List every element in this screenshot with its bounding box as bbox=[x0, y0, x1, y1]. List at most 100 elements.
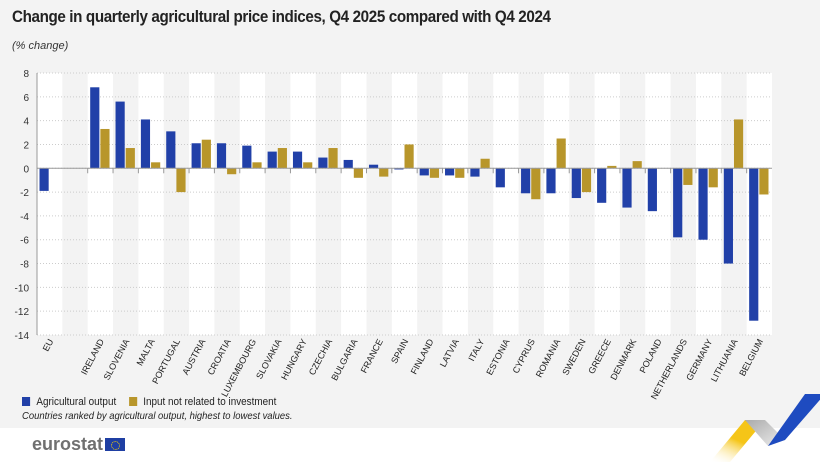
x-tick-label: ITALY bbox=[466, 337, 486, 363]
x-tick-label: DENMARK bbox=[608, 337, 638, 381]
bar-output bbox=[368, 164, 379, 169]
eu-flag-icon bbox=[105, 438, 126, 451]
y-tick-label: -8 bbox=[20, 260, 29, 271]
chart-title: Change in quarterly agricultural price i… bbox=[12, 8, 551, 26]
band bbox=[569, 73, 595, 335]
y-tick-label: 8 bbox=[23, 69, 29, 80]
x-tick-label: CYPRUS bbox=[511, 337, 537, 375]
bar-input bbox=[733, 119, 744, 169]
y-tick-label: -12 bbox=[15, 307, 30, 318]
x-tick-label: CZECHIA bbox=[307, 337, 334, 377]
bar-output bbox=[216, 143, 227, 169]
bar-input bbox=[328, 148, 338, 169]
band bbox=[265, 73, 291, 335]
x-tick-label: LITHUANIA bbox=[709, 337, 740, 383]
bar-output bbox=[140, 119, 151, 169]
band bbox=[163, 73, 190, 335]
bar-output bbox=[521, 168, 531, 194]
eurostat-ribbon-decoration bbox=[710, 394, 820, 462]
bar-input bbox=[353, 168, 363, 178]
bar-input bbox=[379, 168, 389, 177]
bar-output bbox=[546, 168, 556, 194]
y-tick-label: -10 bbox=[15, 283, 30, 294]
x-tick-label: ESTONIA bbox=[484, 337, 511, 376]
eurostat-logo: eurostat bbox=[32, 434, 126, 455]
x-tick-label: EU bbox=[41, 337, 56, 353]
x-tick-label: BELGIUM bbox=[737, 337, 765, 377]
legend-swatch bbox=[22, 397, 31, 406]
bar-input bbox=[404, 144, 414, 169]
bar-input bbox=[252, 162, 262, 169]
bar-input bbox=[227, 168, 237, 175]
y-tick-label: -4 bbox=[20, 212, 29, 223]
y-tick-label: -14 bbox=[15, 331, 30, 342]
bar-output bbox=[318, 157, 328, 169]
bar-input bbox=[632, 161, 642, 169]
plot-area bbox=[37, 73, 772, 335]
bar-input bbox=[429, 168, 440, 178]
bar-output bbox=[394, 168, 404, 170]
y-tick-label: 2 bbox=[23, 140, 29, 151]
x-tick-label: AUSTRIA bbox=[180, 337, 207, 376]
y-tick-label: 6 bbox=[23, 93, 29, 104]
band bbox=[315, 73, 342, 335]
bar-output bbox=[597, 168, 607, 203]
bar-output bbox=[39, 168, 49, 191]
logo-text: eurostat bbox=[32, 434, 104, 454]
bar-input bbox=[683, 168, 693, 185]
bar-output bbox=[343, 159, 353, 169]
bar-output bbox=[445, 168, 455, 176]
x-tick-label: ROMANIA bbox=[534, 337, 563, 379]
x-tick-label: SWEDEN bbox=[560, 337, 587, 377]
bar-output bbox=[571, 168, 581, 199]
band bbox=[214, 73, 240, 335]
bar-input bbox=[303, 162, 313, 169]
x-tick-label: BULGARIA bbox=[329, 337, 359, 382]
chart-note: Countries ranked by agricultural output,… bbox=[22, 410, 293, 422]
x-tick-label: SLOVAKIA bbox=[254, 337, 283, 380]
legend-label: Input not related to investment bbox=[143, 396, 277, 408]
y-tick-label: -2 bbox=[20, 188, 29, 199]
chart-subtitle: (% change) bbox=[12, 40, 69, 52]
x-tick-label: LATVIA bbox=[438, 337, 461, 369]
bar-output bbox=[647, 168, 657, 212]
bar-input bbox=[531, 168, 541, 200]
bar-output bbox=[115, 101, 125, 169]
x-tick-label: GREECE bbox=[586, 337, 613, 375]
bar-output bbox=[470, 168, 480, 177]
x-tick-label: HUNGARY bbox=[279, 337, 309, 381]
legend-item-input: Input not related to investment bbox=[128, 396, 277, 408]
y-tick-label: -6 bbox=[20, 236, 29, 247]
legend-label: Agricultural output bbox=[36, 396, 117, 408]
x-tick-label: IRELAND bbox=[79, 337, 106, 377]
bar-input bbox=[201, 139, 211, 169]
x-tick-label: CROATIA bbox=[206, 337, 233, 376]
bar-output bbox=[622, 168, 632, 208]
bar-output bbox=[292, 151, 303, 169]
x-tick-label: POLAND bbox=[638, 337, 664, 375]
bar-input bbox=[759, 168, 769, 195]
band bbox=[467, 73, 494, 335]
x-tick-label: MALTA bbox=[135, 337, 157, 367]
bar-input bbox=[556, 138, 566, 169]
legend-item-output: Agricultural output bbox=[22, 396, 116, 408]
x-tick-label: FRANCE bbox=[359, 337, 385, 374]
bar-input bbox=[607, 165, 617, 169]
bar-input bbox=[455, 168, 465, 178]
bar-output bbox=[419, 168, 429, 176]
band bbox=[417, 73, 443, 335]
bar-input bbox=[581, 168, 592, 193]
y-tick-label: 4 bbox=[23, 117, 29, 128]
band bbox=[366, 73, 392, 335]
x-tick-label: FINLAND bbox=[409, 337, 436, 376]
bar-output bbox=[723, 168, 733, 264]
bar-output bbox=[267, 151, 277, 169]
legend-swatch bbox=[128, 397, 137, 406]
band bbox=[62, 73, 88, 335]
band bbox=[518, 73, 544, 335]
x-tick-label: SPAIN bbox=[389, 337, 410, 365]
bar-input bbox=[100, 128, 110, 169]
bar-output bbox=[495, 168, 505, 188]
bar-output bbox=[698, 168, 708, 240]
